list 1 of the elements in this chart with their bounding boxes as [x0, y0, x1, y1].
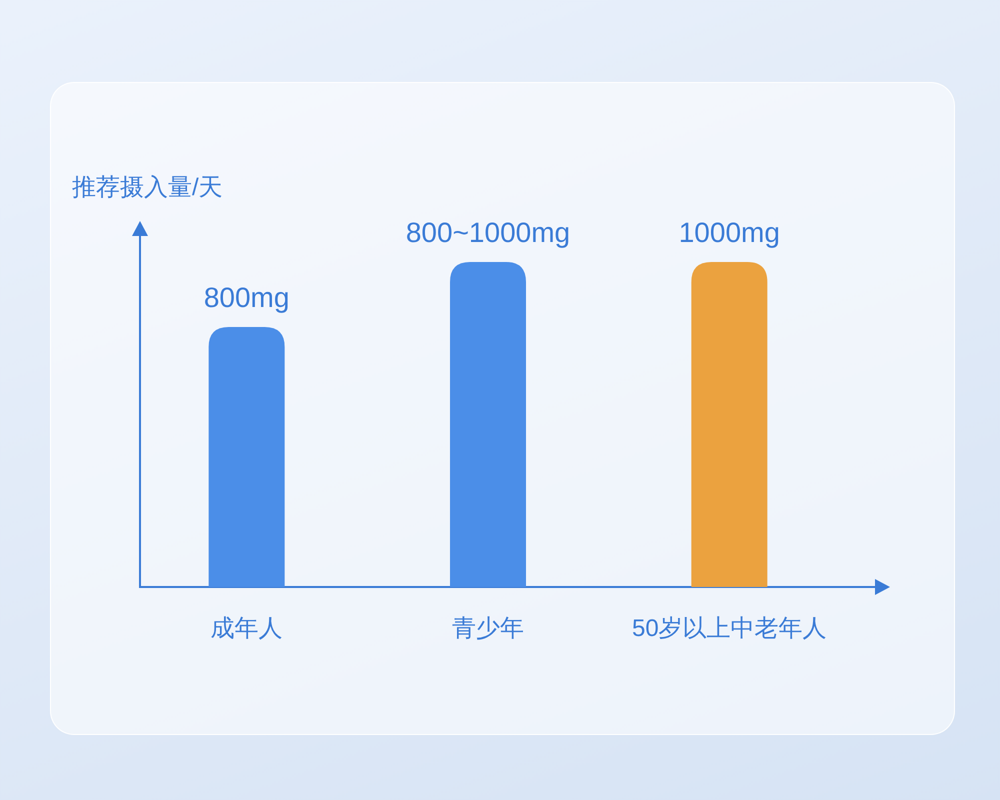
- ylabel: 推荐摄入量/天: [72, 174, 223, 201]
